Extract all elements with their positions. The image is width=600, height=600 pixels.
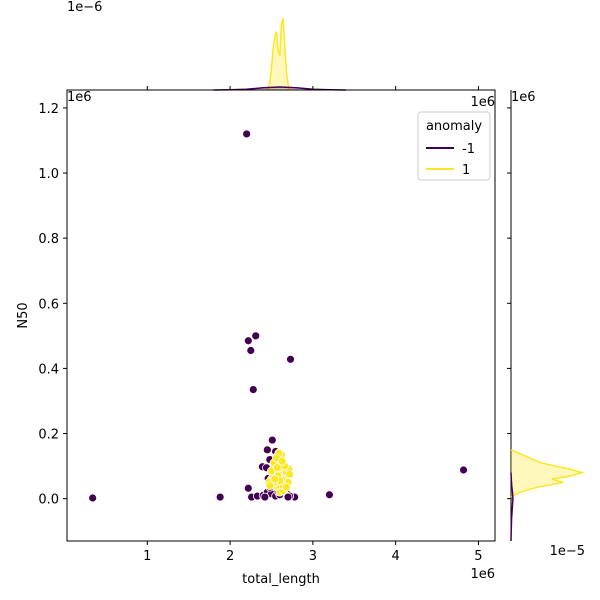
top-kde-line-normal bbox=[265, 17, 291, 91]
y-tick-label: 0.4 bbox=[38, 362, 59, 377]
plot-frame bbox=[66, 89, 496, 542]
scatter-point-anomaly bbox=[248, 385, 258, 394]
scatter-point-anomaly bbox=[262, 445, 272, 455]
scatter-point-anomaly bbox=[246, 346, 256, 355]
main-scatter-plot: 1 2 3 4 5 0.0 0.2 0.4 0.6 0.8 1.0 1.2 total_length… bbox=[16, 86, 536, 587]
y-tick-label: 0.6 bbox=[38, 297, 59, 312]
scatter-point-anomaly bbox=[243, 336, 253, 346]
scatter-point-anomaly bbox=[251, 331, 261, 341]
scatter-point-normal bbox=[285, 469, 295, 479]
scatter-point-anomaly bbox=[215, 492, 225, 502]
top-marginal-multiplier: 1e−6 bbox=[67, 0, 102, 15]
right-marginal-plot: 1e−5 bbox=[510, 90, 585, 559]
y-tick-label: 0.0 bbox=[38, 493, 59, 508]
x-axis-label: total_length bbox=[242, 572, 320, 587]
y-axis-multiplier: 1e6 bbox=[67, 90, 92, 105]
scatter-point-normal bbox=[281, 482, 291, 492]
scatter-point-anomaly bbox=[286, 354, 295, 364]
legend-entry-label: 1 bbox=[462, 163, 470, 178]
y-tick-label: 1.0 bbox=[38, 167, 59, 182]
scatter-points bbox=[88, 129, 468, 503]
legend-entries: -11 bbox=[426, 142, 475, 178]
scatter-point-normal bbox=[272, 463, 282, 473]
x-axis-multiplier: 1e6 bbox=[470, 567, 495, 582]
legend: anomaly -11 bbox=[417, 111, 491, 181]
y-tick-label: 1.2 bbox=[38, 102, 59, 117]
y-axis-label: N50 bbox=[16, 302, 31, 328]
scatter-point-anomaly bbox=[459, 465, 468, 475]
right-kde-line-normal bbox=[510, 449, 585, 498]
x-tick-label: 4 bbox=[392, 549, 400, 564]
legend-entry-label: -1 bbox=[462, 142, 475, 157]
x-axis-ticks: 1 2 3 4 5 bbox=[143, 86, 483, 564]
top-marginal-x-multiplier: 1e6 bbox=[470, 95, 495, 110]
right-marginal-multiplier: 1e−5 bbox=[550, 544, 585, 559]
right-kde-line-anomaly bbox=[510, 472, 514, 542]
scatter-point-normal bbox=[270, 474, 280, 484]
scatter-point-anomaly bbox=[88, 493, 98, 503]
scatter-point-normal bbox=[265, 481, 275, 491]
x-tick-label: 2 bbox=[226, 549, 234, 564]
scatter-point-normal bbox=[277, 456, 287, 466]
y-tick-label: 0.8 bbox=[38, 232, 59, 247]
scatter-point-anomaly bbox=[243, 483, 253, 493]
scatter-point-anomaly bbox=[283, 492, 293, 502]
right-kde-fill-normal bbox=[511, 449, 582, 497]
top-marginal-plot: 1e−6 bbox=[67, 0, 495, 91]
x-tick-label: 1 bbox=[143, 549, 151, 564]
x-tick-label: 3 bbox=[309, 549, 317, 564]
legend-box bbox=[417, 111, 491, 181]
scatter-point-anomaly bbox=[267, 435, 277, 445]
top-kde-fill-anomaly bbox=[213, 87, 346, 90]
scatter-point-anomaly bbox=[260, 492, 270, 502]
right-marginal-y-multiplier: 1e6 bbox=[511, 90, 536, 105]
y-tick-label: 0.2 bbox=[38, 428, 59, 443]
x-tick-label: 5 bbox=[474, 549, 482, 564]
legend-title: anomaly bbox=[426, 119, 482, 134]
scatter-point-anomaly bbox=[242, 129, 252, 139]
scatter-point-anomaly bbox=[325, 490, 334, 500]
y-axis-ticks: 0.0 0.2 0.4 0.6 0.8 1.0 1.2 bbox=[38, 102, 511, 508]
